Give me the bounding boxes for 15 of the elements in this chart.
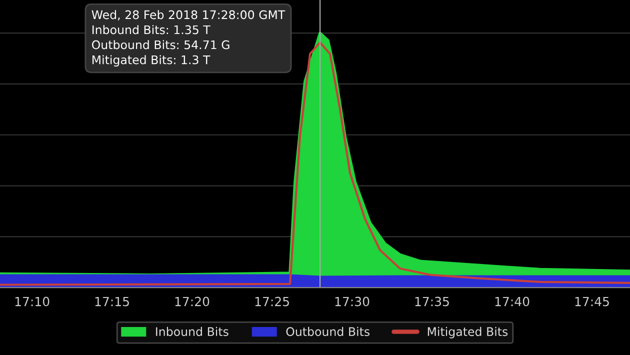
x-tick-label: 17:25 (255, 296, 289, 306)
x-tick-label: 17:45 (575, 296, 609, 306)
legend-label: Mitigated Bits (428, 326, 508, 338)
annotation: Inbound Bits: 1.35 T (92, 25, 210, 34)
x-tick-label: 17:40 (495, 296, 530, 306)
legend-label: Outbound Bits (286, 326, 370, 336)
x-tick-label: 17:15 (95, 296, 129, 306)
x-tick-label: 17:35 (415, 296, 449, 306)
annotation: Outbound Bits: 54.71 G (92, 40, 230, 50)
text: Wed, 28 Feb 2018 17:28:00 GMT (92, 10, 286, 20)
x-tick-label: 17:20 (175, 296, 210, 306)
legend-label: Inbound Bits (156, 326, 228, 336)
x-tick-label: 17:10 (15, 296, 50, 306)
annotation: Mitigated Bits: 1.3 T (92, 55, 210, 67)
x-tick-label: 17:30 (335, 296, 370, 306)
